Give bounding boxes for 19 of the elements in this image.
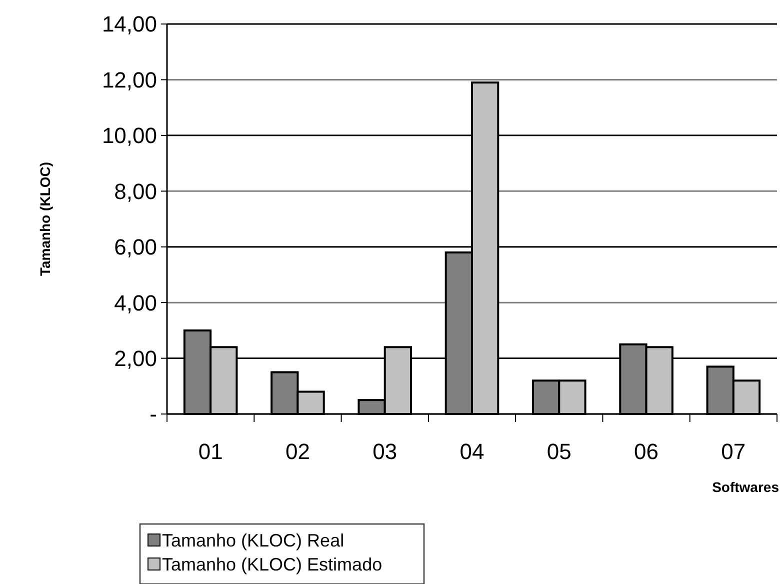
legend-label: Tamanho (KLOC) Estimado [162,554,382,574]
y-tick-label: 8,00 [114,178,157,204]
x-tick-label: 06 [634,439,659,464]
y-tick-label: 12,00 [102,67,157,92]
legend-label: Tamanho (KLOC) Real [162,530,344,550]
y-tick-label: 6,00 [114,234,157,260]
x-tick-label: 04 [460,439,484,464]
x-tick-label: 05 [546,439,572,464]
x-tick-label: 03 [372,439,398,464]
y-tick-label: 10,00 [102,123,157,148]
y-tick-label: 2,00 [114,346,157,371]
x-tick-label: 07 [721,439,746,464]
y-axis-title: Tamanho (KLOC) [37,162,53,276]
y-tick-label: - [150,402,157,427]
x-tick-label: 01 [198,439,223,464]
y-tick-label: 4,00 [114,290,157,316]
x-tick-label: 02 [285,439,310,464]
x-axis-title: Softwares [712,479,780,495]
y-tick-label: 14,00 [102,12,157,37]
